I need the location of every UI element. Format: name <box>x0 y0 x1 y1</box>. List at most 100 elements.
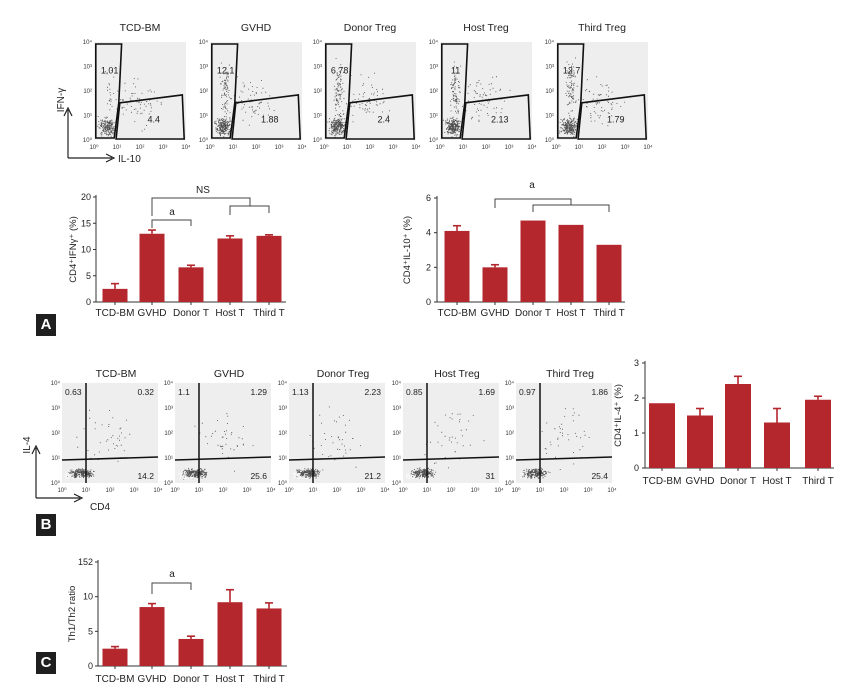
flow-b-xtick-label: 10¹ <box>82 488 91 494</box>
flow-b-xtick-label: 10² <box>333 488 342 494</box>
flow-b-xtick-label: 10¹ <box>195 488 204 494</box>
chart-b-il4-bar <box>805 399 831 468</box>
flow-b-dense-cluster <box>182 468 208 480</box>
chart-a-il10-ytick-label: 6 <box>426 193 431 203</box>
flow-a-upper-gate <box>95 43 123 139</box>
flow-b-xtick-label: 10¹ <box>536 488 545 494</box>
chart-b-il4-category-label: GVHD <box>686 476 715 487</box>
flow-b-quadrant-ur: 2.23 <box>364 387 381 397</box>
flow-a-xtick-label: 10⁴ <box>181 144 191 151</box>
flow-a-dense-cluster <box>214 117 234 138</box>
chart-a-il10-ytick-label: 4 <box>426 228 431 238</box>
chart-c-ratio-bracket-a <box>151 582 192 594</box>
flow-a-xtick-label: 10⁴ <box>411 144 421 151</box>
flow-b-xtick-label: 10² <box>106 488 115 494</box>
flow-b-ytick-label: 10⁴ <box>164 380 174 387</box>
chart-a-il10-annotation: a <box>529 180 535 191</box>
flow-a-xtick-label: 10⁰ <box>551 144 561 151</box>
chart-a-ifng-bracket-a <box>151 219 192 228</box>
flow-a-ytick-label: 10⁰ <box>545 137 555 144</box>
flow-a-title: GVHD <box>241 22 272 34</box>
flow-a-xtick-label: 10¹ <box>575 145 584 151</box>
chart-a-ifng-ylabel: CD4⁺IFNγ⁺ (%) <box>68 216 79 283</box>
flow-a-ytick-label: 10² <box>429 89 438 95</box>
flow-a-upper-gate <box>324 43 353 139</box>
flow-b-ytick-label: 10² <box>278 431 287 437</box>
flow-b-xtick-label: 10⁰ <box>284 487 294 494</box>
chart-b-il4-category-label: Host T <box>762 476 791 487</box>
flow-b-dense-cluster <box>296 467 324 479</box>
flow-a-y-arrow <box>63 106 73 158</box>
flow-b-ytick-label: 10² <box>505 431 514 437</box>
flow-a-ytick-label: 10³ <box>83 65 92 71</box>
flow-b-title: Third Treg <box>546 368 594 380</box>
flow-a-ytick-label: 10⁰ <box>429 137 439 144</box>
flow-a-ytick-label: 10² <box>545 89 554 95</box>
flow-b-quadrant-hline <box>288 456 386 461</box>
flow-a-xtick-label: 10⁴ <box>527 144 537 151</box>
flow-b-plot-area <box>516 383 612 483</box>
chart-a-il10-ytick-label: 0 <box>426 297 431 307</box>
chart-b-il4-category-label: TCD-BM <box>643 476 682 487</box>
chart-a-ifng-bar <box>102 288 128 302</box>
chart-a-ifng-bracket-ns <box>151 197 251 216</box>
chart-a-il10-category-label: Donor T <box>515 308 551 319</box>
flow-b-quadrant-hline <box>174 456 272 461</box>
chart-c-ratio-bar <box>217 602 243 666</box>
chart-c-ratio-bar <box>178 638 204 666</box>
chart-a-il10-ytick-label: 2 <box>426 262 431 272</box>
flow-a-upper-dots <box>565 57 577 122</box>
panel-letter-a: A <box>36 314 56 336</box>
chart-a-ifng-category-label: Host T <box>215 308 244 319</box>
flow-a-ytick-label: 10⁴ <box>83 39 93 46</box>
flow-a-dense-cluster <box>97 116 117 137</box>
flow-b-xtick-label: 10⁰ <box>398 487 408 494</box>
flow-b-dense-cluster <box>67 468 95 479</box>
chart-c-ratio-ytick-label: 10 <box>83 592 93 602</box>
chart-c-ratio-ylabel: Th1/Th2 ratio <box>67 586 78 643</box>
flow-a-x-axis-label: IL-10 <box>118 154 141 165</box>
chart-a-il10-bar <box>482 267 508 302</box>
flow-a-ytick-label: 10¹ <box>199 114 208 120</box>
chart-b-il4-category-label: Third T <box>802 476 834 487</box>
flow-a-xtick-label: 10⁴ <box>643 144 653 151</box>
flow-a-ytick-label: 10¹ <box>83 114 92 120</box>
flow-a-upper-gate <box>440 43 469 139</box>
chart-a-il10-bracket-a-sub <box>532 204 610 212</box>
chart-b-il4-ytick-label: 2 <box>634 393 639 403</box>
flow-b-ytick-label: 10² <box>51 431 60 437</box>
flow-b-title: TCD-BM <box>96 368 137 380</box>
flow-a-lower-gate <box>231 93 302 140</box>
chart-a-ifng-ytick-label: 10 <box>81 245 91 255</box>
panel-letter-c: C <box>36 652 56 674</box>
flow-a-upper-gate <box>211 43 239 139</box>
flow-b-ytick-label: 10⁴ <box>278 380 288 387</box>
chart-a-ifng-category-label: TCD-BM <box>96 308 135 319</box>
flow-a-lower-value: 2.4 <box>378 114 391 124</box>
flow-b-quadrant-ul: 0.63 <box>65 387 82 397</box>
flow-b-ytick-label: 10¹ <box>278 456 287 462</box>
flow-b-scatter-dots <box>76 409 131 462</box>
flow-b-xtick-label: 10⁰ <box>511 487 521 494</box>
flow-a-ytick-label: 10¹ <box>545 114 554 120</box>
flow-b-x-axis-label: CD4 <box>90 502 110 513</box>
flow-b-ytick-label: 10¹ <box>505 456 514 462</box>
chart-a-il10-category-label: TCD-BM <box>438 308 477 319</box>
flow-a-xtick-label: 10⁰ <box>205 144 215 151</box>
flow-a-ytick-label: 10⁴ <box>199 39 209 46</box>
flow-b-quadrant-hline <box>61 456 159 461</box>
chart-c-ratio-category-label: Third T <box>253 674 285 685</box>
chart-a-ifng-bar <box>217 238 243 302</box>
flow-b-plot-area <box>62 383 158 483</box>
flow-b-quadrant-ll: 71.7 <box>519 471 536 481</box>
flow-a-title: Host Treg <box>463 22 509 34</box>
chart-a-il10-bar <box>558 224 584 302</box>
flow-a-title: Third Treg <box>578 22 626 34</box>
flow-a-ytick-label: 10³ <box>313 65 322 71</box>
flow-b-title: GVHD <box>214 368 245 380</box>
chart-a-ifng-category-label: Third T <box>253 308 285 319</box>
flow-a-ytick-label: 10⁴ <box>429 39 439 46</box>
flow-b-ytick-label: 10³ <box>278 406 287 412</box>
flow-a-xtick-label: 10² <box>598 145 607 151</box>
